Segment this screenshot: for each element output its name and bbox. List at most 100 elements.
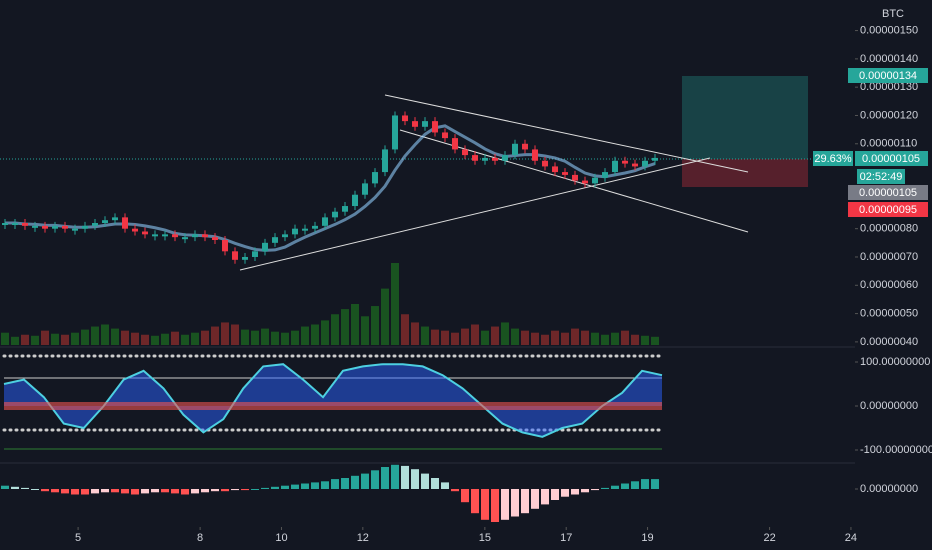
hist-bar [391,464,399,489]
volume-bar [471,324,479,345]
candle [182,237,188,240]
volume-bar [551,330,559,345]
y-tick-label: 0.00000040 [860,336,918,348]
hist-bar [231,489,239,491]
hist-bar [1,485,9,489]
hist-bar [641,479,649,489]
y-tick-label: 0.00000120 [860,109,918,121]
hist-bar [591,489,599,491]
volume-bar [71,332,79,345]
candle [442,132,448,139]
hist-bar [91,489,99,494]
volume-bar [111,328,119,345]
candle [22,223,28,226]
hist-bar [321,481,329,489]
volume-bar [1,332,9,345]
hist-bar [421,473,429,489]
countdown-tag: 02:52:49 [860,171,903,183]
hist-bar [211,489,219,492]
hist-bar [381,467,389,489]
hist-bar [521,489,529,514]
volume-bar [11,336,19,345]
hist-bar [501,489,509,520]
volume-bar [221,322,229,345]
candle [242,256,248,260]
candle [432,121,438,133]
hist-bar [291,484,299,489]
candle [312,225,318,229]
volume-bar [331,314,339,345]
volume-bar [131,332,139,345]
candle [122,217,128,229]
hist-bar [471,489,479,514]
hist-bar [401,465,409,489]
candle [602,172,608,178]
hist-bar [301,483,309,489]
hist-bar [411,469,419,489]
candle [612,160,618,173]
volume-bar [501,322,509,345]
trendline [239,157,711,271]
volume-bar [641,335,649,345]
candle [62,225,68,229]
candle [512,143,518,156]
hist-bar [261,487,269,489]
hist-bar [311,482,319,489]
volume-bar [371,306,379,345]
hist-bar [511,489,519,517]
hist-bar [31,489,39,490]
stop-tag: 0.00000095 [859,204,917,216]
tag-bg [857,169,905,184]
candle [392,115,398,150]
hist-bar [581,489,589,493]
candle [422,121,428,127]
volume-bar [81,329,89,345]
candle [272,237,278,243]
candle [212,237,218,240]
hist-bar [111,489,119,493]
candle [412,121,418,127]
hist-bar [201,489,209,493]
tag-bg [813,151,853,166]
osc-tick-label: -100.00000000 [860,444,932,456]
candle [292,228,298,235]
candle [382,149,388,173]
hist-bar [161,489,169,493]
hist-bar [611,485,619,489]
hist-bar [191,489,199,494]
volume-bar [241,329,249,345]
volume-bar [591,332,599,345]
candle [572,174,578,181]
volume-bar [41,330,49,345]
hist-bar [101,489,109,493]
volume-bar [521,330,529,345]
volume-bar [151,335,159,345]
candle [362,183,368,195]
volume-bar [581,330,589,345]
y-tick-label: 0.00000060 [860,279,918,291]
candle [452,138,458,150]
volume-bar [321,320,329,345]
candle [302,228,308,231]
volume-bar [181,334,189,345]
hist-bar [651,479,659,489]
hist-bar [491,489,499,522]
hist-bar [361,473,369,489]
y-tick-label: 0.00000080 [860,223,918,235]
trendline [384,94,749,173]
hist-bar [181,489,189,495]
hist-bar [431,478,439,489]
volume-bar [361,316,369,345]
candle [202,234,208,238]
hist-bar [221,489,229,492]
volume-bar [401,314,409,345]
x-tick-label: 22 [763,532,775,544]
hist-bar [21,487,29,489]
hist-bar [481,489,489,520]
y-tick-label: 0.00000110 [860,138,917,150]
volume-bar [291,330,299,345]
hist-bar [271,486,279,489]
candle [352,194,358,207]
volume-bar [411,322,419,345]
